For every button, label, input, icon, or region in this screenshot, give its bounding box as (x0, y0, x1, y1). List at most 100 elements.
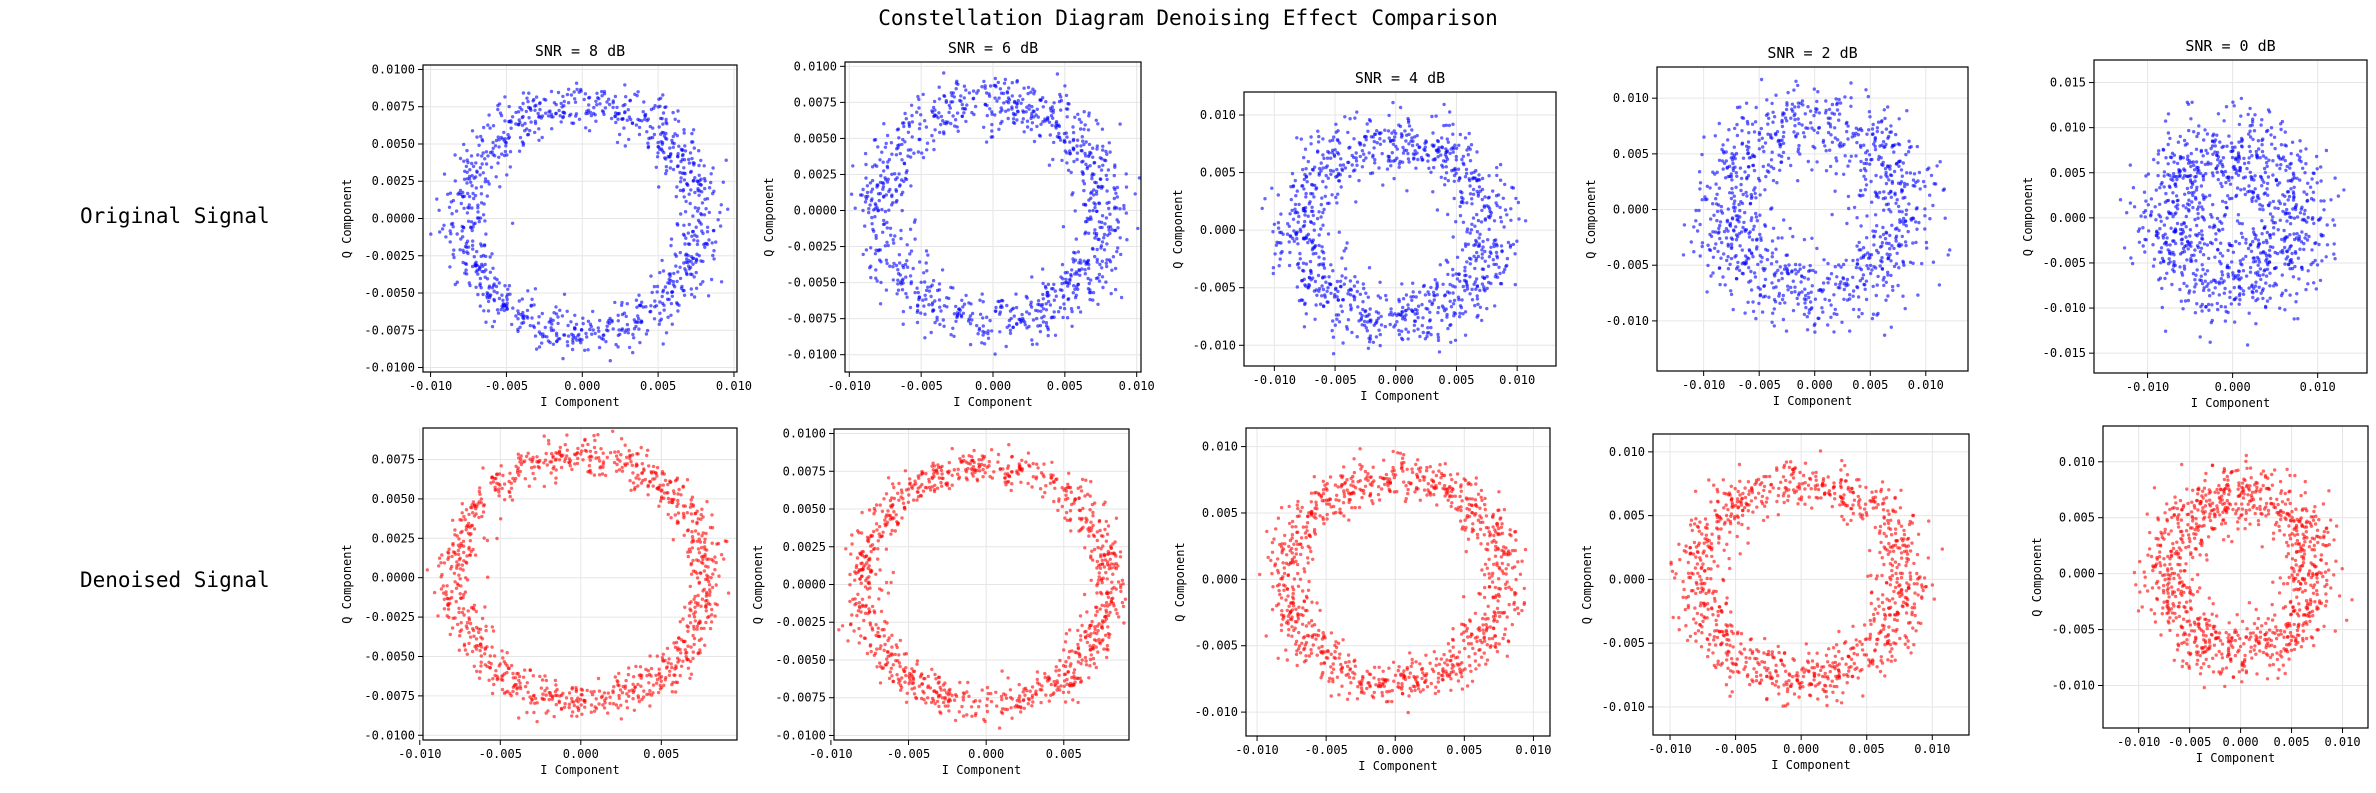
data-point (947, 297, 950, 300)
data-point (889, 234, 892, 237)
data-point (2269, 297, 2272, 300)
data-point (922, 304, 925, 307)
data-point (1333, 155, 1336, 158)
data-point (1091, 156, 1094, 159)
data-point (1944, 217, 1947, 220)
data-point (981, 316, 984, 319)
data-point (1363, 324, 1366, 327)
data-point (1751, 238, 1754, 241)
data-point (1829, 316, 1832, 319)
y-tick-label: -0.0100 (364, 361, 415, 375)
data-point (661, 290, 664, 293)
data-point (1042, 297, 1045, 300)
data-point (1730, 245, 1733, 248)
data-point (1741, 226, 1744, 229)
data-point (642, 100, 645, 103)
data-point (487, 113, 490, 116)
data-point (1353, 116, 1356, 119)
data-point (2202, 216, 2205, 219)
data-point (683, 234, 686, 237)
data-point (720, 280, 723, 283)
data-point (706, 197, 709, 200)
data-point (1281, 233, 1284, 236)
data-point (2129, 163, 2132, 166)
data-point (672, 146, 675, 149)
data-point (2225, 105, 2228, 108)
data-point (695, 258, 698, 261)
data-point (452, 248, 455, 251)
data-point (1463, 266, 1466, 269)
data-point (2231, 156, 2234, 159)
data-point (1026, 120, 1029, 123)
data-point (556, 315, 559, 318)
data-point (666, 316, 669, 319)
data-point (1478, 244, 1481, 247)
data-point (1022, 117, 1025, 120)
data-point (623, 110, 626, 113)
data-point (2305, 199, 2308, 202)
data-point (1376, 141, 1379, 144)
data-point (2204, 195, 2207, 198)
data-point (1322, 262, 1325, 265)
data-point (542, 98, 545, 101)
data-point (1335, 168, 1338, 171)
data-point (1303, 325, 1306, 328)
data-point (556, 322, 559, 325)
data-point (2231, 149, 2234, 152)
data-point (662, 269, 665, 272)
data-point (903, 112, 906, 115)
data-point (1320, 294, 1323, 297)
data-point (1871, 127, 1874, 130)
data-point (1363, 135, 1366, 138)
data-point (2119, 198, 2122, 201)
data-point (1764, 248, 1767, 251)
data-point (1401, 146, 1404, 149)
data-point (1004, 110, 1007, 113)
data-point (1108, 141, 1111, 144)
data-point (503, 309, 506, 312)
data-point (1725, 259, 1728, 262)
data-point (503, 304, 506, 307)
data-point (2183, 245, 2186, 248)
data-point (1848, 297, 1851, 300)
data-point (475, 135, 478, 138)
data-point (1294, 210, 1297, 213)
data-point (1896, 198, 1899, 201)
data-point (1925, 241, 1928, 244)
data-point (1826, 323, 1829, 326)
data-point (1754, 212, 1757, 215)
data-point (582, 322, 585, 325)
data-point (909, 274, 912, 277)
data-point (1483, 276, 1486, 279)
data-point (1474, 169, 1477, 172)
data-point (1463, 274, 1466, 277)
data-point (1007, 101, 1010, 104)
data-point (1832, 330, 1835, 333)
data-point (2270, 143, 2273, 146)
data-point (2251, 240, 2254, 243)
data-point (1369, 172, 1372, 175)
data-point (1015, 306, 1018, 309)
data-point (1440, 145, 1443, 148)
data-point (1791, 103, 1794, 106)
data-point (1754, 196, 1757, 199)
data-point (1476, 297, 1479, 300)
data-point (1806, 315, 1809, 318)
data-point (1022, 130, 1025, 133)
data-point (1350, 331, 1353, 334)
data-point (1874, 148, 1877, 151)
data-point (2236, 219, 2239, 222)
data-point (923, 280, 926, 283)
data-point (1384, 294, 1387, 297)
data-point (915, 287, 918, 290)
data-point (951, 327, 954, 330)
data-point (669, 272, 672, 275)
data-point (1814, 298, 1817, 301)
data-point (532, 98, 535, 101)
data-point (1905, 109, 1908, 112)
data-point (474, 264, 477, 267)
data-point (1750, 197, 1753, 200)
data-point (550, 329, 553, 332)
data-point (1879, 245, 1882, 248)
data-point (2195, 224, 2198, 227)
